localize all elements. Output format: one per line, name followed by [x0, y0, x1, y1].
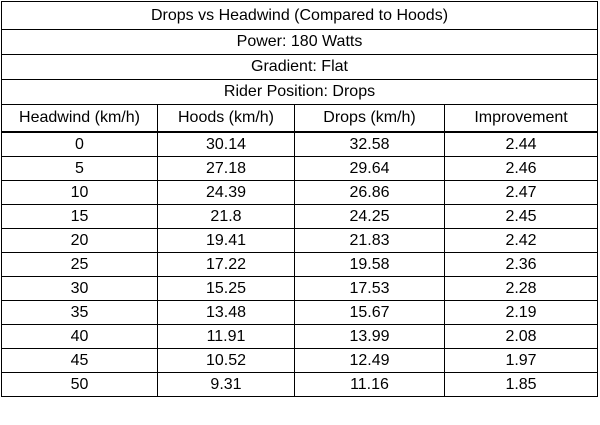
cell-drops: 19.58: [294, 252, 445, 277]
cell-hoods: 30.14: [157, 131, 295, 157]
column-header-improvement: Improvement: [443, 104, 599, 133]
cell-drops: 13.99: [294, 324, 445, 349]
cell-headwind: 20: [1, 228, 158, 253]
table-row: 50 9.31 11.16 1.85: [1, 372, 599, 397]
cell-headwind: 0: [1, 131, 158, 157]
cell-hoods: 17.22: [157, 252, 295, 277]
cell-improvement: 2.42: [443, 228, 599, 253]
cell-improvement: 2.08: [443, 324, 599, 349]
cell-improvement: 2.19: [443, 300, 599, 325]
cell-hoods: 24.39: [157, 180, 295, 205]
cell-improvement: 2.36: [443, 252, 599, 277]
cell-improvement: 1.85: [443, 372, 599, 397]
cell-headwind: 45: [1, 348, 158, 373]
cell-hoods: 21.8: [157, 204, 295, 229]
cell-headwind: 25: [1, 252, 158, 277]
cell-headwind: 10: [1, 180, 158, 205]
cell-hoods: 27.18: [157, 156, 295, 181]
cell-hoods: 13.48: [157, 300, 295, 325]
cell-hoods: 9.31: [157, 372, 295, 397]
cell-hoods: 15.25: [157, 276, 295, 301]
table-title: Drops vs Headwind (Compared to Hoods): [0, 1, 599, 30]
cell-hoods: 11.91: [157, 324, 295, 349]
cell-improvement: 1.97: [443, 348, 599, 373]
column-header-hoods: Hoods (km/h): [157, 104, 295, 133]
cell-headwind: 5: [1, 156, 158, 181]
table-row: 30 15.25 17.53 2.28: [1, 276, 599, 301]
cell-improvement: 2.46: [443, 156, 599, 181]
cell-improvement: 2.44: [443, 131, 599, 157]
cell-improvement: 2.28: [443, 276, 599, 301]
table-row: 20 19.41 21.83 2.42: [1, 228, 599, 253]
cell-hoods: 19.41: [157, 228, 295, 253]
table-row: 5 27.18 29.64 2.46: [1, 156, 599, 181]
table-row: 15 21.8 24.25 2.45: [1, 204, 599, 229]
table-row: 0 30.14 32.58 2.44: [1, 131, 599, 157]
info-gradient: Gradient: Flat: [0, 54, 599, 80]
column-header-headwind: Headwind (km/h): [1, 104, 158, 133]
cell-headwind: 40: [1, 324, 158, 349]
table-row: 25 17.22 19.58 2.36: [1, 252, 599, 277]
cell-drops: 32.58: [294, 131, 445, 157]
cell-drops: 21.83: [294, 228, 445, 253]
cell-hoods: 10.52: [157, 348, 295, 373]
table-row: 35 13.48 15.67 2.19: [1, 300, 599, 325]
table-row: 10 24.39 26.86 2.47: [1, 180, 599, 205]
table-row: 40 11.91 13.99 2.08: [1, 324, 599, 349]
cell-drops: 29.64: [294, 156, 445, 181]
column-header-drops: Drops (km/h): [294, 104, 445, 133]
info-power: Power: 180 Watts: [0, 29, 599, 55]
cell-drops: 15.67: [294, 300, 445, 325]
cell-drops: 17.53: [294, 276, 445, 301]
cell-drops: 24.25: [294, 204, 445, 229]
cell-headwind: 30: [1, 276, 158, 301]
cell-drops: 11.16: [294, 372, 445, 397]
cell-drops: 12.49: [294, 348, 445, 373]
cell-headwind: 15: [1, 204, 158, 229]
cell-headwind: 50: [1, 372, 158, 397]
cell-improvement: 2.45: [443, 204, 599, 229]
table-row: 45 10.52 12.49 1.97: [1, 348, 599, 373]
spreadsheet-table: Drops vs Headwind (Compared to Hoods) Po…: [0, 1, 599, 397]
cell-headwind: 35: [1, 300, 158, 325]
cell-drops: 26.86: [294, 180, 445, 205]
cell-improvement: 2.47: [443, 180, 599, 205]
info-rider-position: Rider Position: Drops: [0, 79, 599, 105]
